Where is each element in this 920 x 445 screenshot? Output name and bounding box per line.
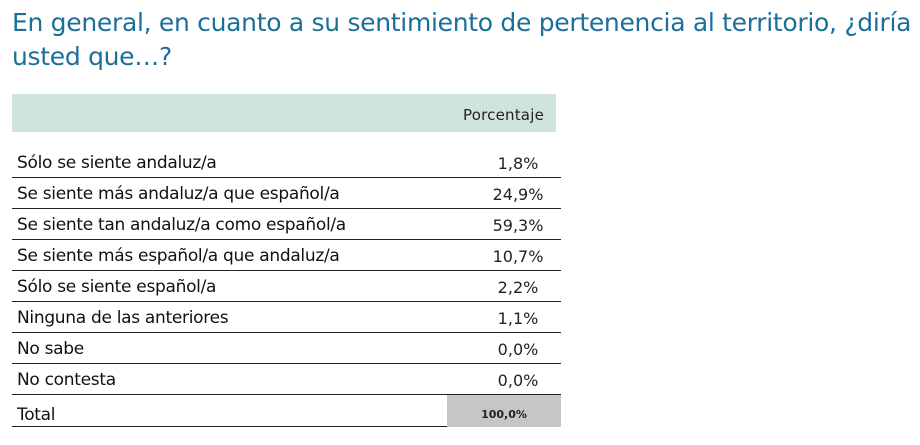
row-label: No contesta [12,364,447,395]
table-row: Se siente tan andaluz/a como español/a 5… [12,209,561,240]
row-value: 24,9% [447,179,561,209]
table-row: Ninguna de las anteriores 1,1% [12,302,561,333]
row-label: Se siente más español/a que andaluz/a [12,240,447,271]
table-header: Porcentaje [12,94,556,132]
total-row: Total 100,0% [12,395,561,427]
column-header-porcentaje: Porcentaje [463,106,544,124]
row-label: Se siente tan andaluz/a como español/a [12,209,447,240]
row-value: 1,1% [447,303,561,333]
table-row: Sólo se siente español/a 2,2% [12,271,561,302]
table-row: No contesta 0,0% [12,364,561,395]
results-table: Porcentaje Sólo se siente andaluz/a 1,8%… [12,94,561,427]
table-row: No sabe 0,0% [12,333,561,364]
row-value: 59,3% [447,210,561,240]
table-row: Se siente más español/a que andaluz/a 10… [12,240,561,271]
row-value: 0,0% [447,334,561,364]
question-title: En general, en cuanto a su sentimiento d… [12,8,912,71]
total-label: Total [12,395,447,427]
row-label: No sabe [12,333,447,364]
row-value: 10,7% [447,241,561,271]
table-row: Se siente más andaluz/a que español/a 24… [12,178,561,209]
row-value: 0,0% [447,365,561,395]
row-label: Se siente más andaluz/a que español/a [12,178,447,209]
total-value: 100,0% [447,395,561,427]
row-value: 2,2% [447,272,561,302]
row-label: Ninguna de las anteriores [12,302,447,333]
row-value: 1,8% [447,148,561,178]
table-row: Sólo se siente andaluz/a 1,8% [12,147,561,178]
row-label: Sólo se siente español/a [12,271,447,302]
row-label: Sólo se siente andaluz/a [12,147,447,178]
